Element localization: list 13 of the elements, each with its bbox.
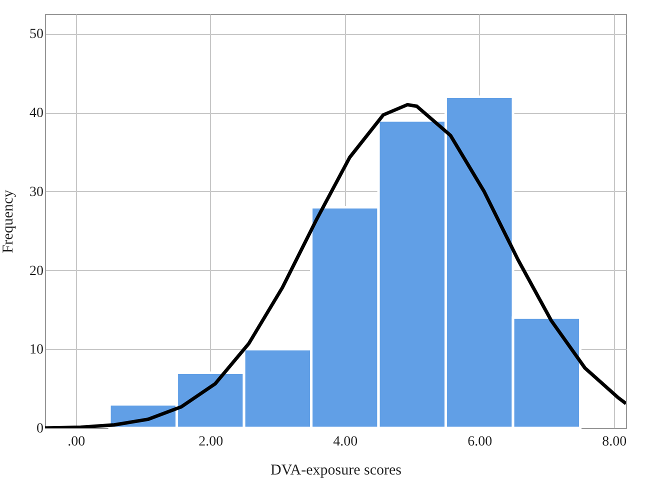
x-tick-label: 4.00 [333, 434, 358, 450]
y-axis-title: Frequency [0, 189, 16, 254]
x-axis-title: DVA-exposure scores [270, 462, 402, 478]
x-tick-label: .00 [68, 434, 86, 450]
y-tick-label: 40 [30, 106, 44, 122]
x-tick-label: 2.00 [198, 434, 224, 450]
y-tick-label: 10 [30, 342, 44, 358]
x-tick-label: 6.00 [468, 434, 492, 450]
y-tick-label: 50 [30, 27, 44, 42]
x-tick-label: 8.00 [602, 434, 627, 450]
y-tick-label: 30 [30, 184, 44, 200]
y-tick-label: 20 [30, 264, 44, 279]
y-tick-label: 0 [36, 422, 44, 436]
